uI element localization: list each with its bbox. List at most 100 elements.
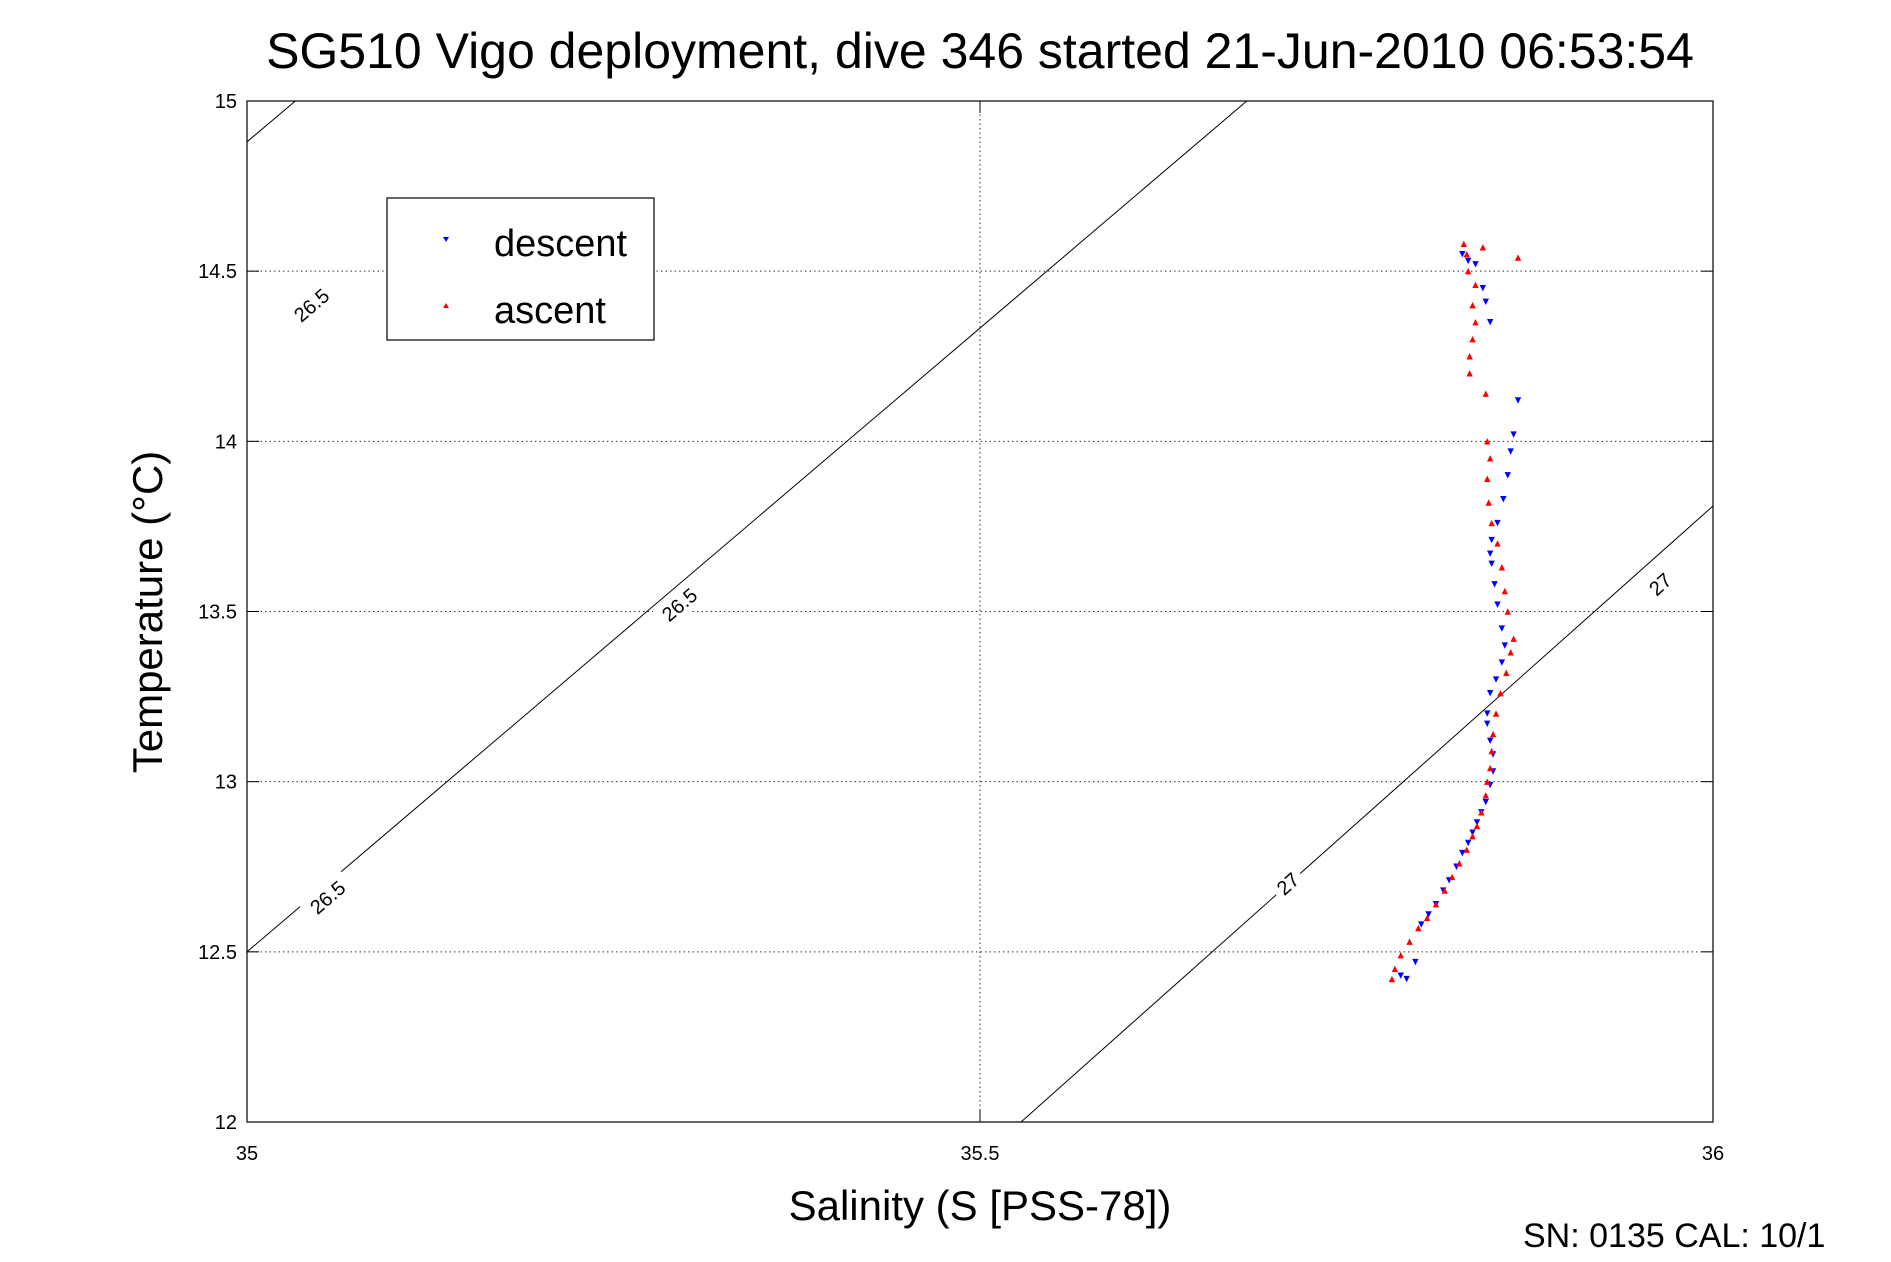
ascent-point: [1479, 244, 1487, 251]
ascent-point: [1460, 240, 1467, 248]
isopycnal-label-bg: [1640, 564, 1681, 604]
ascent-point: [1473, 822, 1481, 830]
descent-point: [1472, 261, 1479, 268]
descent-point: [1464, 257, 1472, 265]
descent-point: [1464, 839, 1472, 847]
y-tick-label: 12.5: [198, 942, 237, 964]
ascent-point: [1503, 669, 1510, 676]
ascent-point: [1510, 635, 1517, 642]
serial-calibration-note: SN: 0135 CAL: 10/1: [1523, 1217, 1825, 1255]
ascent-point: [1492, 710, 1500, 717]
isopycnal-contours: [247, 101, 1713, 1122]
descent-point: [1473, 819, 1481, 826]
descent-point: [1459, 250, 1466, 258]
descent-point: [1397, 972, 1404, 979]
ascent-point: [1406, 938, 1413, 945]
descent-point: [1459, 849, 1466, 857]
ascent-point: [1388, 975, 1396, 983]
ascent-point: [1391, 965, 1399, 973]
y-axis-label: Temperature (°C): [124, 451, 171, 774]
ascent-point: [1482, 390, 1489, 397]
y-tick-label: 14.5: [198, 261, 237, 283]
ascent-point: [1478, 809, 1485, 816]
ascent-point: [1498, 564, 1506, 571]
ascent-point: [1484, 778, 1491, 785]
ascent-point: [1463, 250, 1470, 258]
descent-point: [1514, 397, 1522, 404]
descent-point: [1479, 284, 1487, 292]
ascent-point: [1423, 914, 1431, 921]
ascent-point: [1504, 608, 1511, 615]
ascent-point: [1486, 455, 1494, 462]
isopycnal-label-bg: [299, 870, 356, 925]
ascent-point: [1456, 860, 1463, 867]
descent-point: [1425, 911, 1432, 918]
descent-point: [1491, 581, 1498, 588]
ascent-point: [1488, 747, 1495, 755]
ascent-point: [1469, 302, 1476, 309]
descent-point: [1492, 676, 1500, 683]
ascent-point: [1507, 649, 1514, 656]
ascent-point: [1415, 924, 1422, 932]
descent-point: [1494, 519, 1501, 527]
descent-point: [1469, 829, 1476, 836]
ascent-point: [1464, 267, 1472, 275]
descent-point: [1488, 536, 1495, 544]
ascent-point: [1469, 832, 1476, 840]
legend: descent ascent: [386, 197, 655, 341]
ascent-point: [1486, 764, 1494, 772]
ascent-point: [1472, 319, 1479, 326]
ascent-point: [1514, 254, 1522, 261]
isopycnal-label-bg: [651, 578, 708, 632]
legend-ascent-marker: [443, 303, 449, 308]
x-tick-label: 35.5: [961, 1143, 1000, 1165]
descent-point: [1486, 737, 1494, 745]
ascent-point: [1466, 353, 1473, 360]
descent-point: [1501, 642, 1509, 649]
descent-point: [1500, 495, 1507, 503]
legend-box: [386, 197, 655, 341]
y-tick-labels: 12 12.5 13 13.5 14 14.5 15: [198, 91, 237, 1134]
descent-point: [1484, 720, 1491, 728]
y-tick-label: 15: [215, 91, 237, 113]
ascent-point: [1469, 336, 1476, 343]
ascent-point: [1501, 587, 1509, 595]
descent-point: [1498, 625, 1506, 632]
descent-point: [1418, 921, 1425, 928]
ascent-point: [1482, 792, 1489, 799]
y-tick-label: 13.5: [198, 602, 237, 624]
ascent-point: [1463, 846, 1470, 853]
ascent-point: [1466, 370, 1473, 377]
ascent-point: [1489, 730, 1497, 738]
descent-point: [1510, 431, 1517, 438]
ascent-point: [1484, 475, 1491, 482]
descent-point: [1482, 298, 1489, 305]
data-points: [1388, 240, 1522, 983]
ascent-point: [1472, 281, 1479, 288]
ascent-point: [1441, 887, 1448, 894]
descent-point: [1403, 975, 1410, 983]
isopycnal-line: [247, 101, 296, 143]
descent-point: [1507, 448, 1514, 455]
chart-title: SG510 Vigo deployment, dive 346 started …: [266, 23, 1694, 79]
ascent-point: [1484, 438, 1491, 445]
y-tick-label: 12: [215, 1112, 237, 1134]
isopycnal-label-bg: [283, 278, 340, 332]
descent-point: [1488, 560, 1495, 568]
descent-point: [1484, 710, 1491, 717]
isopycnal-label-bg: [1267, 864, 1308, 904]
y-tick-label: 13: [215, 772, 237, 794]
descent-point: [1482, 798, 1489, 806]
ascent-point: [1488, 519, 1495, 527]
legend-ascent-label: ascent: [494, 290, 606, 332]
isopycnal-line: [1020, 505, 1713, 1122]
ascent-point: [1497, 689, 1504, 697]
descent-point: [1412, 958, 1419, 966]
x-axis-label: Salinity (S [PSS-78]): [789, 1182, 1172, 1229]
ascent-point: [1397, 952, 1404, 959]
axis-ticks: [246, 100, 1714, 1123]
ascent-point: [1494, 540, 1501, 547]
descent-point: [1486, 689, 1494, 697]
